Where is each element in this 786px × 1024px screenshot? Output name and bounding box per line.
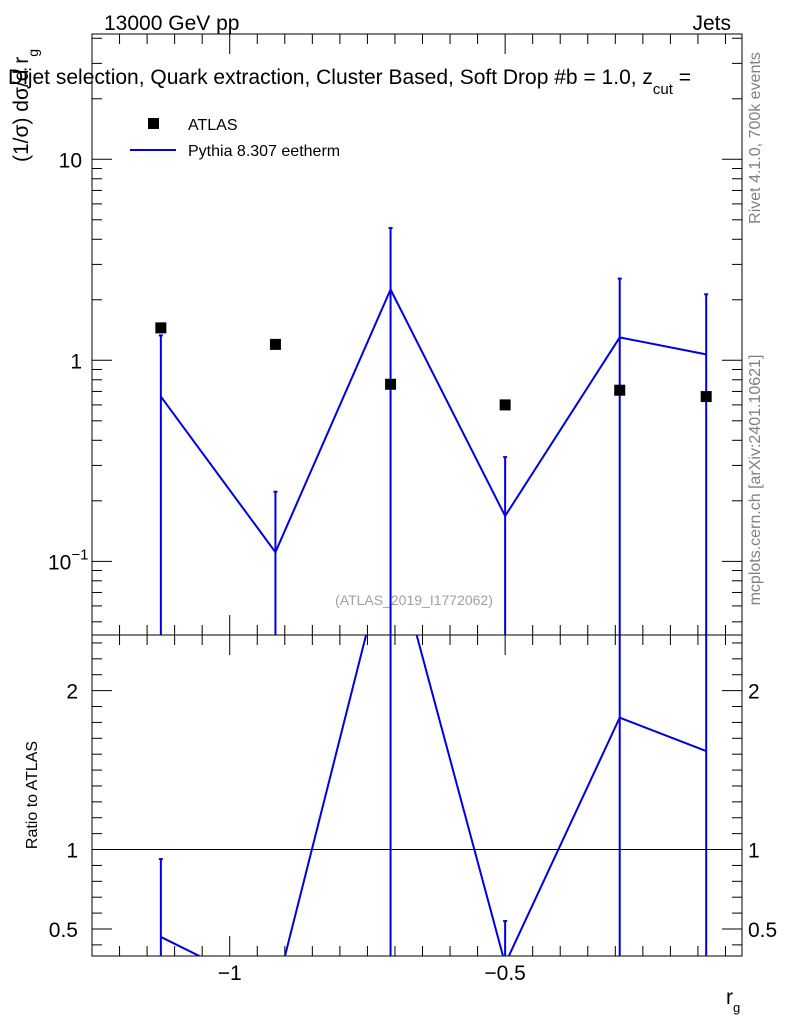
atlas-data-point (155, 322, 167, 334)
x-tick-label: −0.5 (484, 962, 525, 985)
main-y-tick-label: 1 (70, 350, 82, 373)
ratio-mc-line (160, 635, 707, 956)
main-y-tick-label-exponent: −1 (71, 546, 88, 563)
ratio-panel-frame (91, 634, 743, 957)
main-axis-ticks (91, 34, 742, 635)
plot-title-subscript: cut (653, 81, 674, 98)
main-y-tick-label-base: 10 (48, 551, 71, 574)
mc-line (160, 287, 707, 555)
ratio-panel: 0.5 0.5 1 1 2 2 −1 −0.5 (49, 634, 777, 985)
atlas-data-point (385, 378, 397, 390)
main-y-tick-label-base: 10 (59, 149, 82, 172)
atlas-data-point (614, 384, 626, 396)
plot-title-part-1: Dijet selection, Quark extraction, Clust… (8, 66, 578, 89)
ratio-y-tick-label-right: 1 (748, 840, 760, 863)
legend: ATLAS Pythia 8.307 eetherm (130, 117, 340, 160)
atlas-data-point (499, 399, 511, 411)
watermark: (ATLAS_2019_I1772062) (335, 592, 493, 608)
plot-title-part-3: = (679, 66, 691, 89)
x-axis-label: rg (726, 986, 740, 1015)
ratio-tick-labels: 0.5 0.5 1 1 2 2 −1 −0.5 (49, 681, 777, 985)
main-y-tick-label-base: 1 (70, 350, 82, 373)
atlas-data-point (700, 391, 712, 403)
header-energy-label: 13000 GeV pp (104, 12, 239, 35)
ratio-axis-ticks (91, 635, 742, 956)
ratio-mc-series (158, 635, 708, 956)
x-axis-label-text: r (726, 986, 733, 1009)
legend-pythia-label: Pythia 8.307 eetherm (188, 143, 340, 160)
ratio-y-tick-label: 0.5 (49, 919, 78, 942)
main-y-axis-label: (1/σ) dσ/d rg (10, 49, 41, 162)
legend-atlas-marker (148, 118, 159, 129)
ratio-y-tick-label: 1 (66, 840, 78, 863)
main-y-axis-label-subscript: g (25, 49, 41, 57)
ratio-y-tick-label-right: 0.5 (748, 919, 777, 942)
main-y-tick-label: 10 (59, 149, 82, 172)
ratio-y-axis-label: Ratio to ATLAS (24, 741, 41, 849)
header-process-label: Jets (692, 12, 731, 35)
ratio-y-tick-label-right: 2 (748, 681, 760, 704)
legend-atlas-label: ATLAS (188, 117, 238, 134)
x-tick-label: −1 (218, 962, 242, 985)
mcplots-label: mcplots.cern.ch [arXiv:2401.10621] (747, 355, 764, 606)
main-y-tick-label: 10−1 (48, 546, 88, 574)
plot-title-part-2: = 1.0, z (583, 66, 652, 89)
plot-title: Dijet selection, Quark extraction, Clust… (8, 66, 691, 99)
main-y-axis-label-text: (1/σ) dσ/d r (10, 57, 33, 162)
rivet-version-label: Rivet 4.1.0, 700k events (747, 52, 764, 224)
atlas-series (155, 322, 712, 411)
x-axis-label-subscript: g (733, 1000, 740, 1015)
atlas-data-point (269, 338, 281, 350)
ratio-y-tick-label: 2 (66, 681, 78, 704)
